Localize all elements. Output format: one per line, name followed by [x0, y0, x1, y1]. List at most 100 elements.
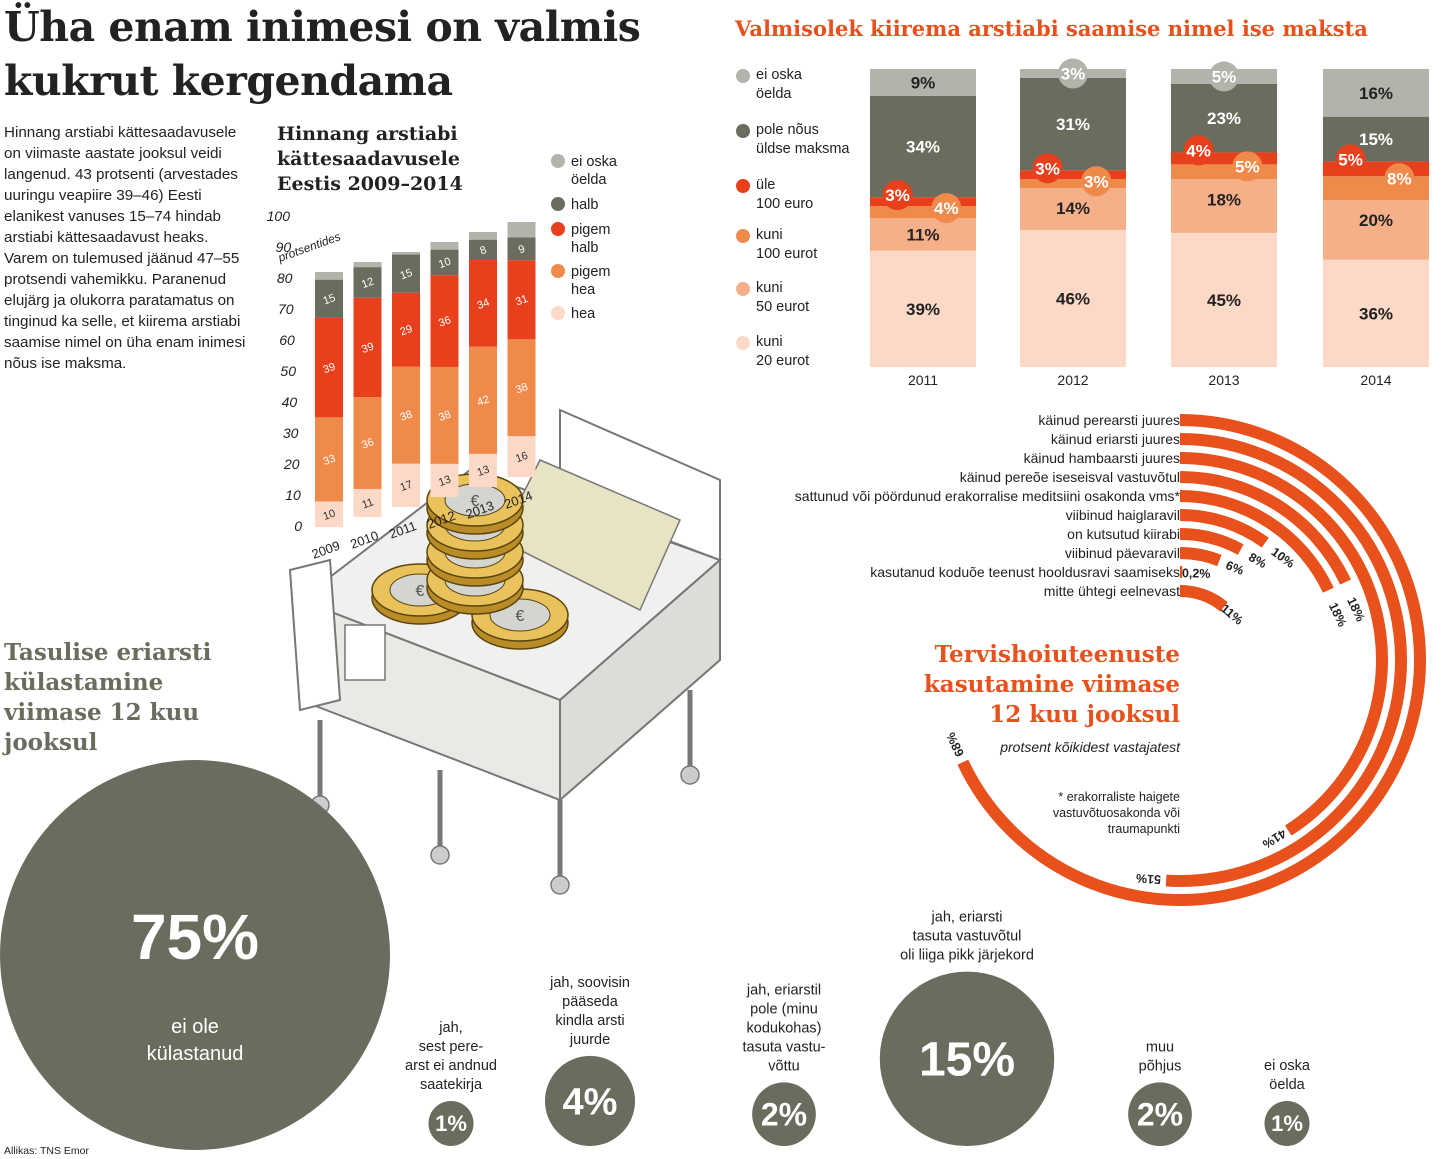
chart2-label-badge — [1032, 153, 1063, 184]
chart2-data-label: 34% — [906, 137, 940, 156]
chart1-data-label: 38 — [399, 408, 415, 423]
chart2-label-badge — [1058, 58, 1088, 89]
bed-chart-shape — [344, 624, 386, 681]
usage-arc — [1165, 433, 1407, 887]
chart2-x-tick: 2013 — [1208, 372, 1239, 388]
visit-category-label: juurde — [569, 1032, 610, 1048]
chart2-data-label: 9% — [911, 73, 936, 92]
chart1-bar-segment — [430, 366, 459, 464]
chart1-bar-segment — [315, 317, 343, 418]
chart1-legend-label: öelda — [571, 172, 607, 188]
chart1-legend-swatch — [551, 197, 565, 211]
chart1-bar-segment — [392, 252, 420, 255]
chart2-data-label: 5% — [1338, 150, 1363, 169]
visit-category-label: ei oska — [1264, 1058, 1311, 1074]
chart1-legend-label: hea — [571, 306, 596, 322]
visit-bubble — [752, 1082, 816, 1146]
chart1-title: Hinnang arstiabi kättesaadavusele Eestis… — [277, 123, 463, 195]
chart2-legend-swatch — [736, 229, 750, 243]
visit-category-label: tasuta vastuvõtul — [913, 929, 1022, 945]
chart1-y-tick: 100 — [267, 208, 291, 224]
chart2-label-badge — [1232, 151, 1263, 182]
chart2-legend-swatch — [736, 69, 750, 83]
chart1-data-label: 10 — [437, 256, 453, 271]
chart2-payment-bars: 39% 11% 4% 3% 34% 9% 2011 46% 14% 3% 3% 31% 3% 2012 45… — [870, 58, 1429, 388]
chart1-bar-segment — [315, 279, 343, 318]
usage-category-label: käinud hambaarsti juures — [1024, 450, 1180, 466]
chart1-legend-swatch — [551, 222, 565, 236]
chart1-data-label: 39 — [322, 361, 338, 376]
chart1-data-label: 38 — [514, 381, 530, 396]
chart2-data-label: 46% — [1056, 289, 1090, 308]
chart1-bar-segment — [392, 292, 420, 367]
chart2-data-label: 3% — [1035, 159, 1060, 178]
chart1-y-tick: 10 — [285, 487, 301, 503]
chart2-bar-segment — [1020, 170, 1126, 180]
chart1-bar-segment — [469, 239, 497, 261]
chart2-data-label: 14% — [1056, 199, 1090, 218]
visit-category-label: sest pere- — [419, 1039, 484, 1055]
usage-arc — [1179, 452, 1388, 836]
chart2-legend-label: 100 eurot — [756, 246, 817, 262]
visit-category-label: arst ei andnud — [405, 1058, 497, 1074]
usage-chart-title: Tervishoiuteenuste kasutamine viimase 12… — [923, 641, 1180, 728]
chart2-label-badge — [1081, 166, 1112, 197]
usage-arc — [957, 414, 1426, 906]
chart2-legend-swatch — [736, 124, 750, 138]
chart2-bar-segment — [1323, 200, 1429, 260]
usage-value-label: 18% — [1326, 600, 1349, 629]
chart1-data-label: 13 — [476, 464, 492, 479]
chart1-bar-segment — [469, 453, 497, 487]
chart2-data-label: 15% — [1359, 130, 1393, 149]
chart1-bar-segment — [353, 397, 382, 489]
chart1-bar-segment — [507, 339, 536, 437]
chart1-data-label: 29 — [399, 323, 415, 338]
chart1-data-label: 15 — [322, 292, 338, 307]
visit-value-label: 15% — [919, 1034, 1015, 1087]
usage-chart-subtitle: protsent kõikidest vastajatest — [1000, 739, 1180, 755]
usage-value-label: 8% — [1246, 550, 1269, 571]
chart1-data-label: 10 — [322, 507, 338, 522]
chart2-legend-label: üle — [756, 177, 775, 193]
visit-bubble — [0, 760, 390, 1150]
visit-chart-title: Tasulise eriarsti külastamine viimase 12… — [4, 639, 212, 756]
usage-category-label: viibinud haiglaravil — [1066, 507, 1180, 523]
visit-value-label: 1% — [435, 1111, 467, 1136]
visit-category-label: tasuta vastu- — [742, 1039, 825, 1055]
chart2-data-label: 3% — [885, 186, 910, 205]
chart2-bar-segment — [1171, 152, 1277, 165]
chart1-y-tick: 30 — [283, 425, 299, 441]
chart1-bar-segment — [392, 254, 420, 293]
usage-category-label: käinud pereõe iseseisval vastuvõtul — [960, 469, 1180, 485]
usage-category-label: käinud eriarsti juures — [1051, 431, 1180, 447]
usage-arc — [1179, 547, 1222, 567]
visit-category-label: jah, eriarsti — [931, 910, 1003, 926]
bed-wheel-shape — [430, 845, 450, 865]
visit-category-label: oli liiga pikk järjekord — [900, 948, 1034, 964]
chart2-legend-label: ei oska — [756, 67, 803, 83]
chart1-bar-segment — [469, 232, 497, 240]
usage-category-label: käinud perearsti juures — [1038, 412, 1180, 428]
visit-category-label: pole (minu — [750, 1001, 818, 1017]
chart2-bar-segment — [870, 250, 976, 367]
chart2-legend-label: üldse maksma — [756, 141, 850, 157]
chart1-y-tick: 20 — [283, 456, 300, 472]
usage-arc — [1179, 490, 1334, 593]
chart1-bar-segment — [430, 275, 459, 367]
chart1-bar-segment — [353, 488, 382, 517]
usage-value-label: 0,2% — [1182, 566, 1211, 581]
chart2-bar-segment — [870, 218, 976, 251]
chart2-bar-segment — [1171, 179, 1277, 233]
chart1-bar-segment — [507, 436, 536, 477]
visit-bubble — [879, 971, 1055, 1146]
bed-wheel-shape — [550, 875, 570, 895]
euro-icon: € — [516, 608, 525, 625]
visit-bubble — [544, 1055, 636, 1146]
usage-category-label: mitte ühtegi eelnevast — [1044, 583, 1180, 599]
usage-value-label: 41% — [1260, 826, 1289, 851]
chart1-legend: ei oska öelda halb pigem halb pigem hea hea — [551, 154, 618, 322]
usage-arc — [1179, 471, 1352, 585]
visit-value-label: 75% — [131, 901, 259, 973]
usage-category-label: kasutanud koduõe teenust hooldusravi saa… — [870, 564, 1180, 580]
chart2-data-label: 4% — [934, 199, 959, 218]
